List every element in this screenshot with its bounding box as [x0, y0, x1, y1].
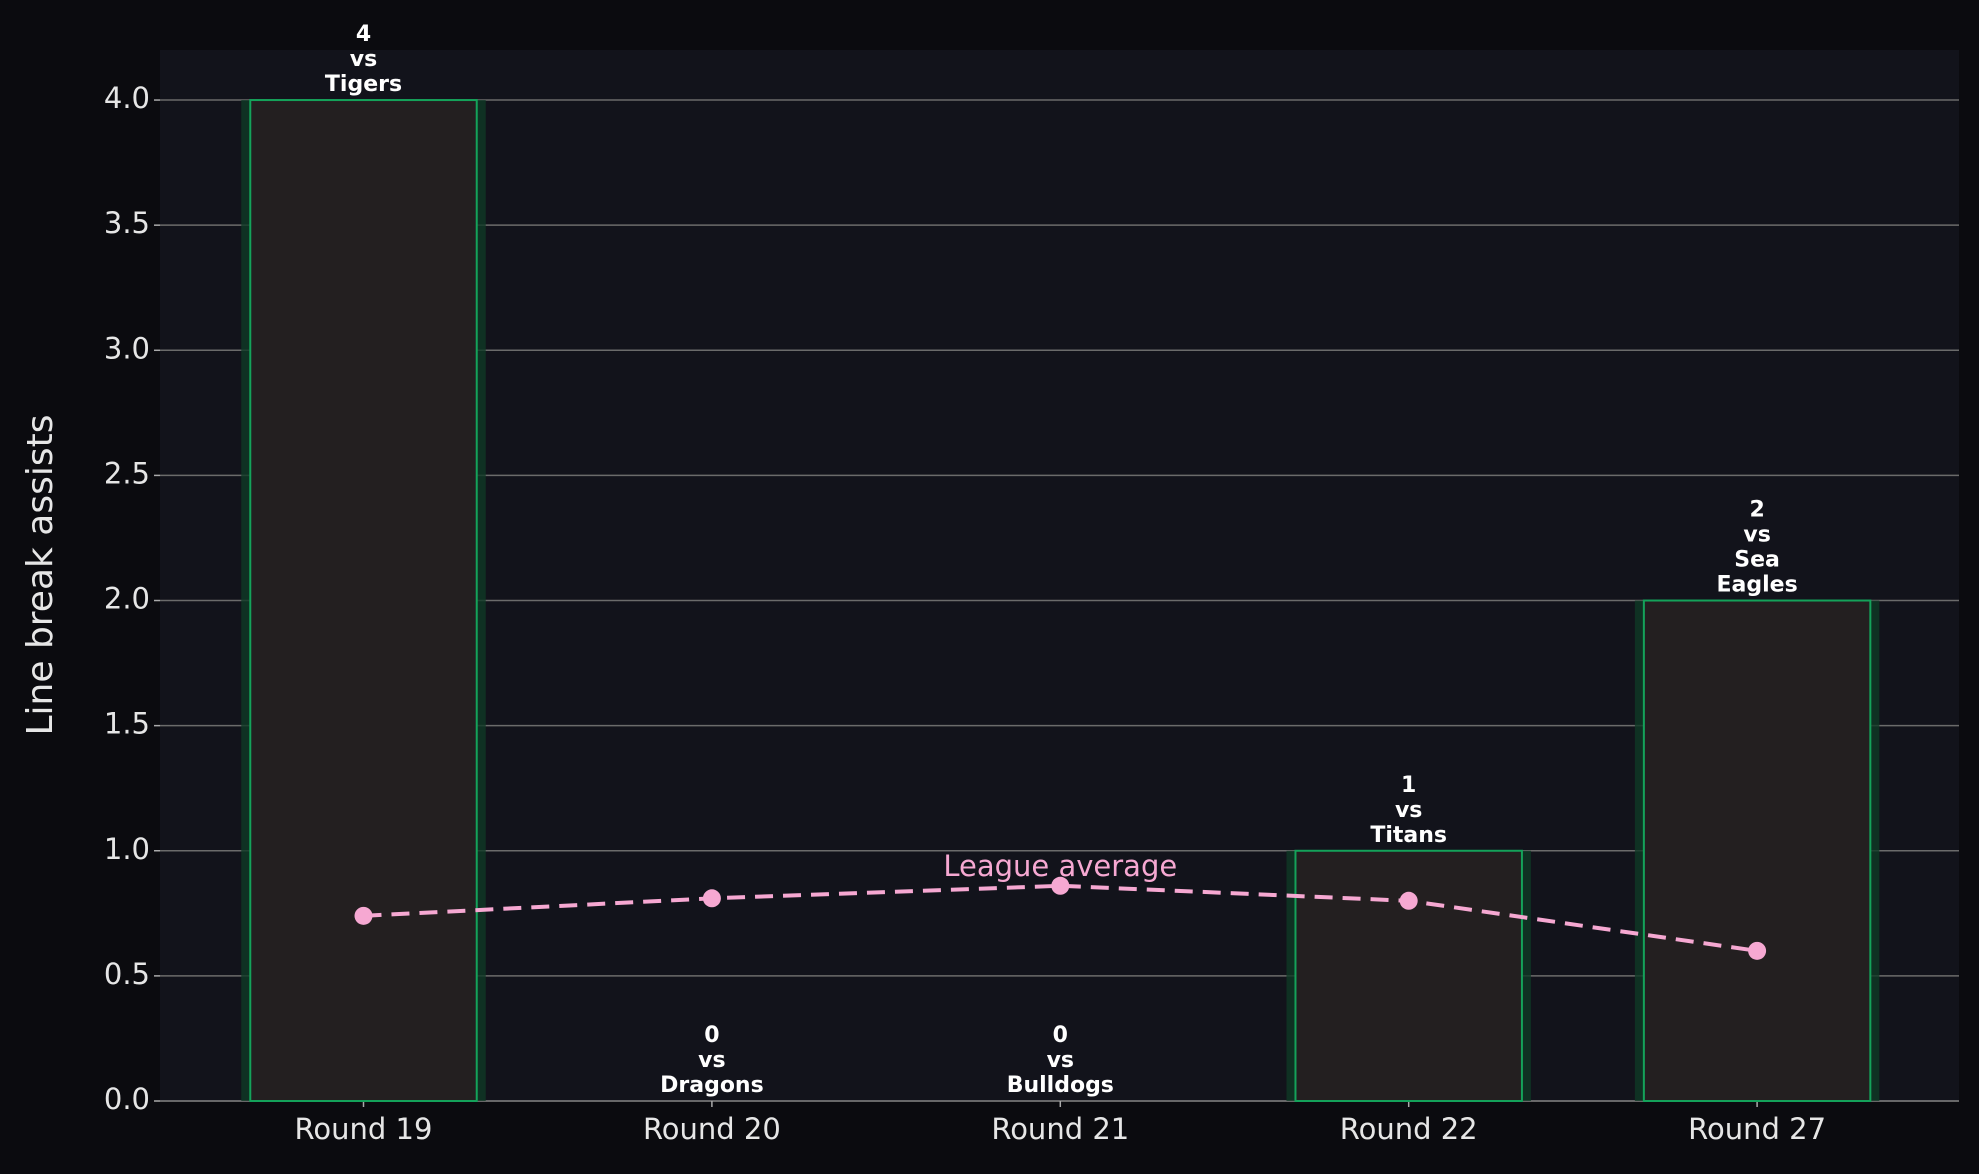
opponent-label: Titans	[1370, 823, 1447, 848]
value-label: 1	[1401, 773, 1416, 798]
vs-label: vs	[1743, 523, 1770, 548]
average-point	[354, 906, 373, 925]
bar	[1294, 849, 1523, 1102]
x-tick-label: Round 21	[991, 1112, 1129, 1146]
y-tick-label: 0.5	[104, 957, 150, 991]
vs-label: vs	[350, 47, 377, 72]
value-label: 4	[356, 22, 371, 47]
x-tick-label: Round 19	[295, 1112, 433, 1146]
x-tick-label: Round 22	[1340, 1112, 1478, 1146]
y-tick-label: 2.0	[104, 582, 150, 616]
y-tick-label: 0.0	[104, 1082, 150, 1116]
y-tick-label: 1.0	[104, 832, 150, 866]
bar	[1642, 599, 1872, 1102]
vs-label: vs	[698, 1048, 725, 1073]
value-label: 0	[1053, 1023, 1068, 1048]
y-tick-label: 1.5	[104, 707, 150, 741]
x-tick-label: Round 20	[643, 1112, 781, 1146]
average-point	[1051, 876, 1070, 895]
y-tick-label: 3.5	[104, 206, 150, 240]
y-tick-label: 3.0	[104, 331, 150, 365]
value-label: 0	[704, 1023, 719, 1048]
average-line	[363, 883, 1758, 953]
average-point	[1748, 941, 1767, 960]
average-point	[1399, 891, 1418, 910]
vs-label: vs	[1047, 1048, 1074, 1073]
x-tick-label: Round 27	[1688, 1112, 1826, 1146]
value-label: 2	[1749, 498, 1764, 523]
average-label: League average	[943, 849, 1177, 883]
y-tick-label: 4.0	[104, 81, 150, 115]
bar	[249, 99, 478, 1103]
average-point	[702, 889, 721, 908]
opponent-label: Tigers	[325, 72, 402, 97]
y-axis-label: Line break assists	[20, 414, 61, 735]
opponent-label: Dragons	[660, 1073, 764, 1098]
y-tick-label: 2.5	[104, 456, 150, 490]
opponent-label: Sea Eagles	[1717, 548, 1798, 598]
vs-label: vs	[1395, 798, 1422, 823]
opponent-label: Bulldogs	[1007, 1073, 1114, 1098]
